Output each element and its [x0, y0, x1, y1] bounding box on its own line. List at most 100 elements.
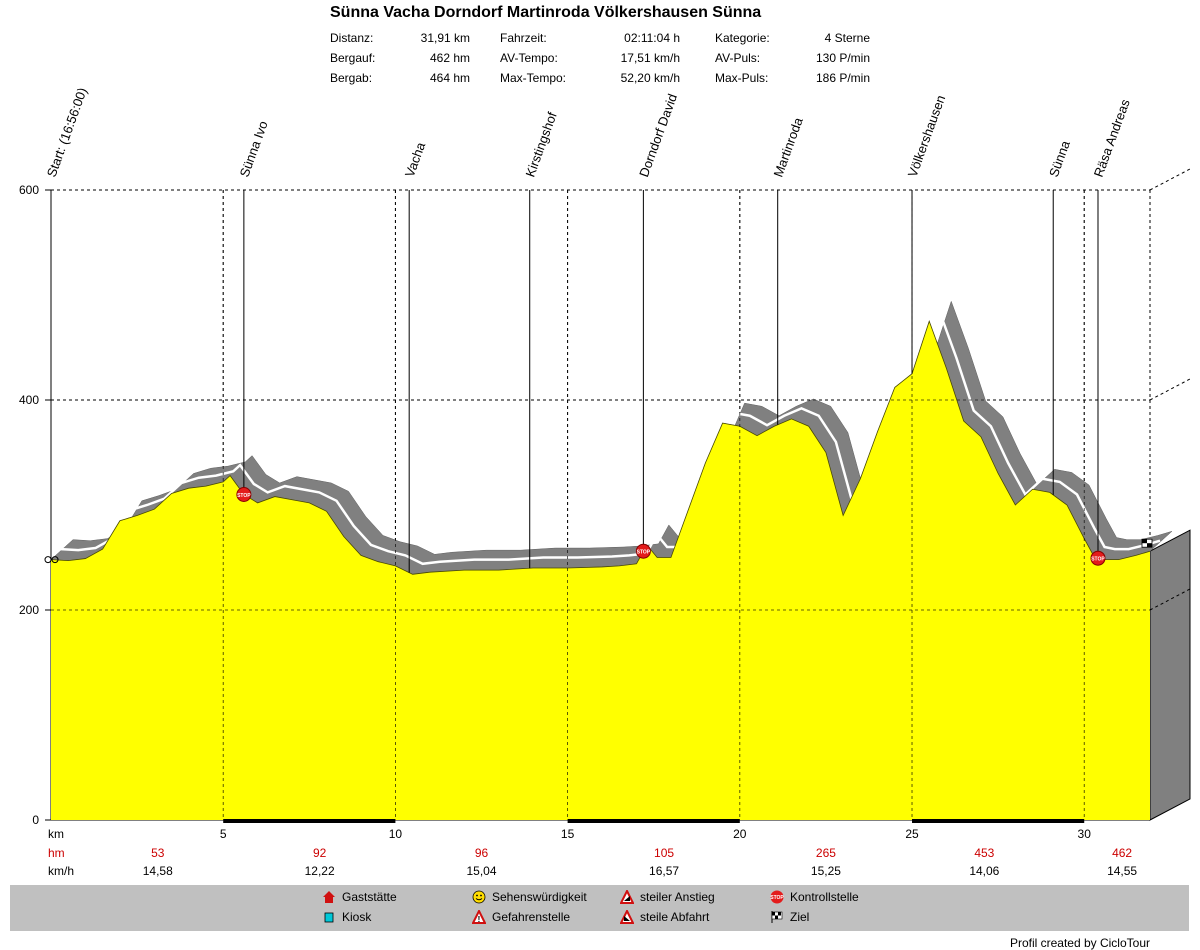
finish-flag-check: [1147, 543, 1152, 548]
x-tick-label: 30: [1078, 827, 1092, 841]
legend-item: STOP Kontrollstelle: [770, 890, 859, 904]
stat-label-bergab: Bergab:: [330, 71, 373, 85]
x-tick-label: 20: [733, 827, 747, 841]
y-tick-label: 400: [19, 393, 39, 407]
table-row-label: km/h: [48, 864, 74, 878]
legend-item: Sehenswürdigkeit: [472, 890, 587, 904]
y-tick-label: 200: [19, 603, 39, 617]
legend-label: steile Abfahrt: [640, 910, 710, 924]
y-tick-label: 600: [19, 183, 39, 197]
stat-value-bergab: 464 hm: [429, 71, 470, 85]
legend-item: steile Abfahrt: [619, 908, 710, 924]
stop-marker-text: STOP: [637, 550, 651, 556]
waypoint-label: Kirstingshof: [522, 110, 559, 179]
stat-value-kategorie: 4 Sterne: [824, 31, 870, 45]
stat-value-max-tempo: 52,20 km/h: [620, 71, 680, 85]
grid-line-y-depth: [1149, 588, 1191, 611]
stop-marker-icon: [236, 487, 252, 502]
stop-marker-text: STOP: [1091, 557, 1105, 563]
x-axis-unit-label: km: [48, 827, 64, 841]
legend-item: Ziel: [770, 910, 809, 924]
road-center-line: [60, 306, 1161, 566]
waypoint-label: Sünna: [1046, 138, 1073, 179]
legend-label: Gefahrenstelle: [492, 910, 571, 924]
warning-icon: !: [471, 908, 487, 924]
stat-label-fahrzeit: Fahrzeit:: [500, 31, 547, 45]
legend-item: ! Gefahrenstelle: [471, 908, 571, 924]
table-cell: 453: [974, 846, 994, 860]
table-cell: 92: [313, 846, 327, 860]
kiosk-icon: [322, 910, 336, 924]
waypoint-label: Völkershausen: [905, 93, 949, 179]
waypoint-label: Räsa Andreas: [1091, 97, 1133, 179]
elevation-area: [51, 321, 1150, 820]
stop-marker-icon: [1090, 550, 1106, 566]
elevation-profile-chart: 0 200 400 600 km 5 10 15 20 25 30 hm 53 92 96 105 265 453…: [19, 86, 1191, 878]
stat-label-max-puls: Max-Puls:: [715, 71, 769, 85]
stat-value-max-puls: 186 P/min: [815, 71, 870, 85]
table-cell: 14,58: [143, 864, 173, 878]
legend-item: Gaststätte: [322, 890, 397, 904]
stop-marker-icon: [635, 543, 651, 559]
legend-bar: [10, 885, 1189, 931]
table-cell: 15,04: [466, 864, 496, 878]
profile-side-wall: [1149, 529, 1191, 821]
stop-icon: STOP: [770, 890, 784, 904]
stop-marker-text: STOP: [237, 493, 251, 499]
svg-text:STOP: STOP: [770, 895, 784, 901]
x-tick-label: 10: [389, 827, 403, 841]
stat-label-bergauf: Bergauf:: [330, 51, 376, 65]
stat-label-kategorie: Kategorie:: [715, 31, 770, 45]
legend-label: steiler Anstieg: [640, 890, 715, 904]
stat-label-max-tempo: Max-Tempo:: [500, 71, 567, 85]
legend-item: Kiosk: [322, 910, 371, 924]
bike-icon: [44, 556, 52, 564]
table-cell: 16,57: [649, 864, 679, 878]
x-axis-segment: [567, 819, 740, 823]
flag-icon: [770, 910, 784, 924]
stat-value-fahrzeit: 02:11:04 h: [624, 31, 680, 45]
waypoint-label: Martinroda: [770, 115, 806, 179]
stat-value-bergauf: 462 hm: [429, 51, 470, 65]
table-cell: 14,55: [1107, 864, 1137, 878]
table-cell: 15,25: [811, 864, 841, 878]
smiley-icon: [472, 890, 486, 904]
svg-text:!: !: [478, 915, 481, 924]
table-row-label: hm: [48, 846, 65, 860]
chart-title: Sünna Vacha Dorndorf Martinroda Völkersh…: [330, 4, 762, 21]
x-tick-label: 15: [561, 827, 575, 841]
bike-icon-wheel: [51, 556, 59, 564]
legend-label: Ziel: [790, 910, 810, 924]
stat-label-av-puls: AV-Puls:: [715, 51, 761, 65]
footer-credit: Profil created by CicloTour: [1009, 936, 1150, 950]
stat-value-av-tempo: 17,51 km/h: [620, 51, 680, 65]
y-tick-label: 0: [32, 813, 39, 827]
table-cell: 96: [475, 846, 489, 860]
x-axis-segment: [223, 819, 396, 823]
x-tick-label: 25: [905, 827, 919, 841]
waypoint-label: Vacha: [402, 139, 429, 179]
steep-up-icon: [619, 888, 635, 904]
table-cell: 12,22: [305, 864, 335, 878]
x-axis-segment: [912, 819, 1085, 823]
legend-label: Gaststätte: [342, 890, 397, 904]
table-cell: 14,06: [969, 864, 999, 878]
waypoint-label: Dorndorf David: [636, 92, 680, 179]
waypoint-label: Start: (16:56:00): [44, 86, 90, 179]
grid-line-y-depth: [1149, 168, 1191, 191]
house-icon: [322, 890, 336, 904]
grid-line-y-depth: [1149, 378, 1191, 401]
x-tick-label: 5: [220, 827, 227, 841]
waypoint-label: Sünna Ivo: [237, 119, 271, 179]
legend-label: Kontrollstelle: [790, 890, 859, 904]
legend-label: Sehenswürdigkeit: [492, 890, 587, 904]
finish-flag-check: [1142, 539, 1147, 544]
legend-label: Kiosk: [342, 910, 372, 924]
legend-item: steiler Anstieg: [619, 888, 715, 904]
stat-value-distanz: 31,91 km: [420, 31, 470, 45]
table-cell: 265: [816, 846, 836, 860]
stat-label-av-tempo: AV-Tempo:: [500, 51, 558, 65]
table-cell: 105: [654, 846, 674, 860]
stat-label-distanz: Distanz:: [330, 31, 374, 45]
steep-down-icon: [619, 908, 635, 924]
